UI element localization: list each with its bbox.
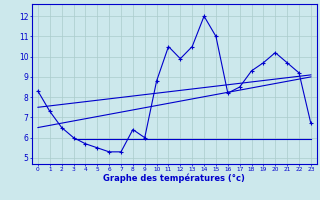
- X-axis label: Graphe des températures (°c): Graphe des températures (°c): [103, 174, 245, 183]
